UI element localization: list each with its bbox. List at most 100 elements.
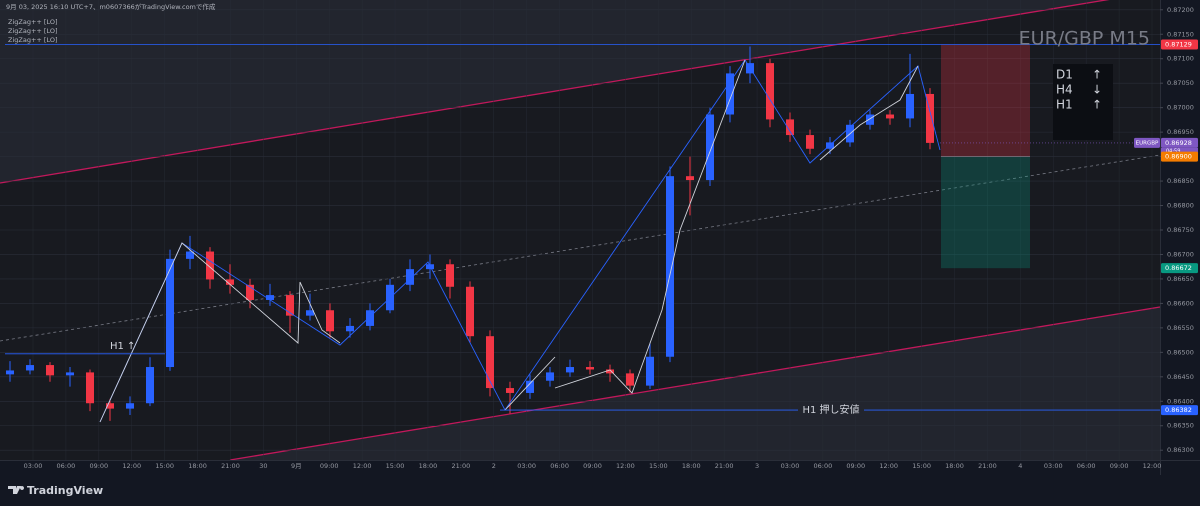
x-tick-label: 18:00	[682, 462, 701, 470]
x-tick-label: 12:00	[353, 462, 372, 470]
y-tick-label: 0.87050	[1167, 79, 1194, 87]
y-tick-label: 0.86550	[1167, 324, 1194, 332]
candle-body	[526, 380, 534, 393]
y-tick-label: 0.86850	[1167, 177, 1194, 185]
candle-body	[266, 295, 274, 300]
x-tick-label: 03:00	[781, 462, 800, 470]
trend-arrow: ↑	[1092, 68, 1102, 82]
y-tick-label: 0.86700	[1167, 250, 1194, 258]
candle-body	[546, 372, 554, 381]
candle-body	[306, 310, 314, 316]
grid	[0, 0, 1160, 460]
y-tick-label: 0.86500	[1167, 348, 1194, 356]
candle-body	[126, 403, 134, 409]
candle-body	[346, 325, 354, 332]
candle-body	[586, 367, 594, 370]
levels: H1 ↑ H1 押し安値	[5, 44, 1160, 417]
x-tick-label: 30	[259, 462, 267, 470]
x-tick-label: 09:00	[1110, 462, 1129, 470]
x-tick-label: 3	[755, 462, 759, 470]
trend-table: D1 ↑ H4 ↓ H1 ↑	[1056, 68, 1102, 112]
candle-body	[26, 365, 34, 371]
candle-body	[86, 372, 94, 404]
y-tick-label: 0.86350	[1167, 422, 1194, 430]
brand: TradingView	[8, 484, 103, 497]
channel-mid	[0, 154, 1160, 342]
y-tick-label: 0.86950	[1167, 128, 1194, 136]
level-label: H1 ↑	[110, 341, 135, 352]
y-tick-label: 0.86450	[1167, 373, 1194, 381]
x-tick-label: 4	[1018, 462, 1022, 470]
candle-body	[46, 365, 54, 376]
y-tick-label: 0.86600	[1167, 299, 1194, 307]
chart-title: EUR/GBP M15	[1019, 28, 1150, 50]
x-tick-label: 06:00	[814, 462, 833, 470]
channel-lower	[229, 306, 1160, 460]
candle-body	[106, 403, 114, 409]
indicator-label: ZigZag++ [LO]	[8, 27, 57, 35]
candle-body	[886, 114, 894, 119]
candle-body	[506, 388, 514, 393]
candle-body	[326, 310, 334, 332]
y-tick-label: 0.86800	[1167, 202, 1194, 210]
trend-timeframe: D1	[1056, 68, 1073, 82]
candle-body	[406, 269, 414, 285]
target-tag: 0.86672	[1165, 264, 1192, 272]
candle-body	[166, 258, 174, 368]
x-tick-label: 09:00	[846, 462, 865, 470]
axes: 0.87200 0.87150 0.87100 0.87050 0.87000 0.869…	[24, 6, 1194, 470]
stop-tag-bg	[1161, 39, 1198, 50]
candle-body	[206, 251, 214, 280]
x-tick-label: 9月	[291, 462, 302, 470]
x-tick-label: 12:00	[122, 462, 141, 470]
candle-body	[706, 114, 714, 181]
x-tick-label: 06:00	[550, 462, 569, 470]
x-tick-label: 15:00	[155, 462, 174, 470]
x-tick-label: 09:00	[583, 462, 602, 470]
candle-body	[186, 251, 194, 259]
candle-body	[286, 295, 294, 316]
y-tick-label: 0.86650	[1167, 275, 1194, 283]
trend-box	[1053, 64, 1113, 140]
position-tool	[941, 44, 1030, 269]
x-tick-label: 09:00	[320, 462, 339, 470]
candle-body	[606, 369, 614, 374]
x-tick-label: 18:00	[419, 462, 438, 470]
footer	[0, 475, 1200, 506]
candle-body	[726, 73, 734, 115]
y-tick-label: 0.87150	[1167, 30, 1194, 38]
y-tick-label: 0.87100	[1167, 55, 1194, 63]
x-tick-label: 15:00	[912, 462, 931, 470]
candle-body	[926, 93, 934, 143]
x-tick-label: 15:00	[386, 462, 405, 470]
zigzag-line	[99, 242, 341, 423]
x-tick-label: 06:00	[57, 462, 76, 470]
symbol-tag: EURGBP	[1136, 140, 1159, 146]
candles	[6, 46, 934, 421]
stop-tag: 0.87129	[1165, 41, 1192, 49]
x-tick-label: 09:00	[89, 462, 108, 470]
candle-body	[246, 284, 254, 300]
x-tick-label: 21:00	[715, 462, 734, 470]
last-price-tag-bg	[1161, 137, 1198, 148]
last-price-tag: 0.86928	[1165, 139, 1192, 147]
x-tick-label: 12:00	[879, 462, 898, 470]
zigzag-line	[554, 59, 746, 394]
candle-body	[686, 176, 694, 181]
level-label: H1 押し安値	[802, 403, 859, 416]
level-label-bg	[798, 404, 864, 417]
zigzag-line	[504, 356, 556, 411]
candle-body	[146, 367, 154, 404]
y-tick-label: 0.86400	[1167, 397, 1194, 405]
x-tick-label: 12:00	[616, 462, 635, 470]
x-tick-label: 18:00	[188, 462, 207, 470]
candle-body	[646, 356, 654, 386]
candle-body	[466, 286, 474, 337]
x-tick-label: 21:00	[978, 462, 997, 470]
candle-body	[226, 279, 234, 285]
brand-text: TradingView	[27, 484, 103, 497]
header: 9月 03, 2025 16:10 UTC+7、m0607366がTrading…	[6, 2, 216, 11]
